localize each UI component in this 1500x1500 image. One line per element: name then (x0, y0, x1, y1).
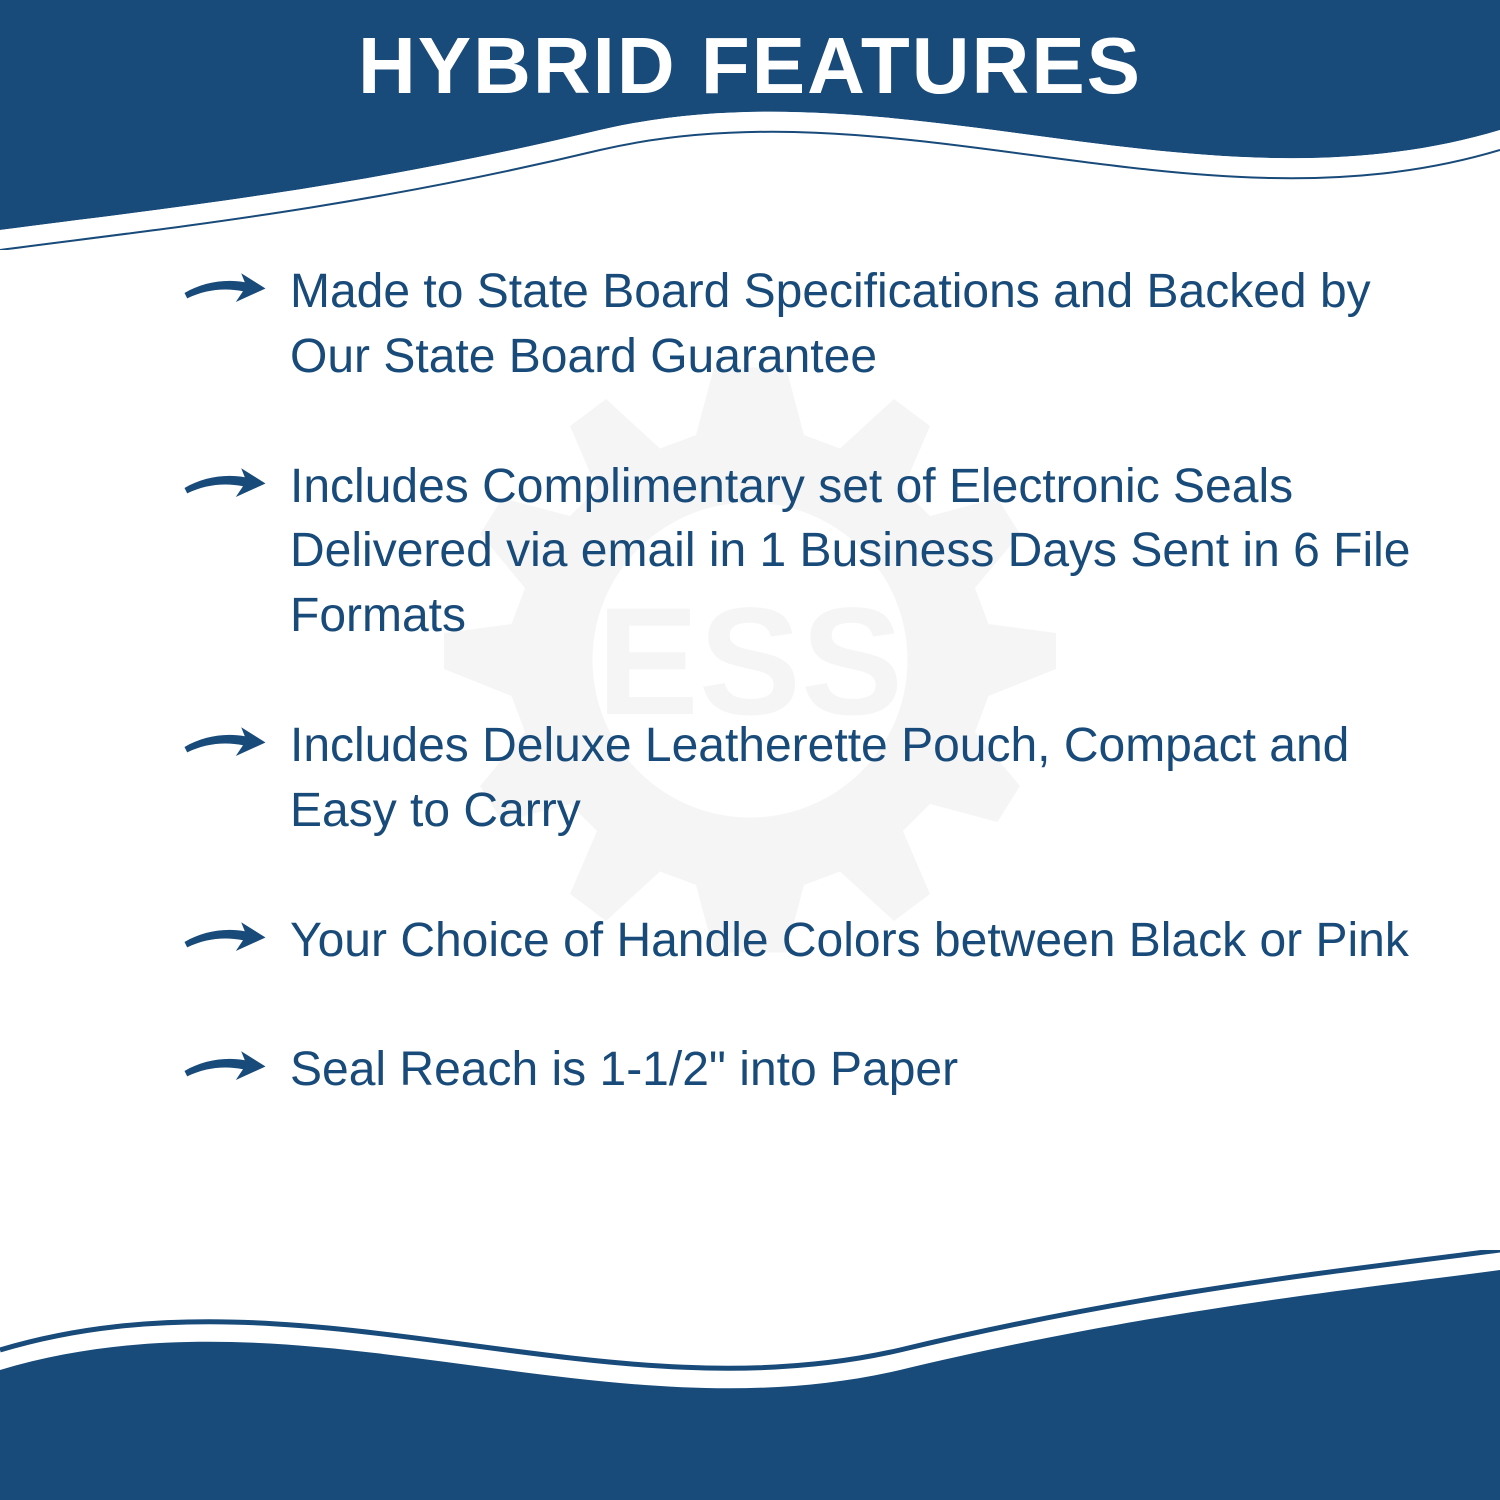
feature-text: Seal Reach is 1-1/2" into Paper (270, 1038, 1440, 1103)
arrow-right-icon (180, 1044, 270, 1089)
feature-item: Includes Complimentary set of Electronic… (180, 455, 1440, 649)
arrow-right-icon (180, 461, 270, 506)
feature-text: Includes Deluxe Leatherette Pouch, Compa… (270, 714, 1440, 844)
feature-item: Made to State Board Specifications and B… (180, 260, 1440, 390)
arrow-right-icon (180, 266, 270, 311)
page-title: HYBRID FEATURES (0, 20, 1500, 112)
feature-item: Your Choice of Handle Colors between Bla… (180, 909, 1440, 974)
feature-text: Includes Complimentary set of Electronic… (270, 455, 1440, 649)
feature-item: Includes Deluxe Leatherette Pouch, Compa… (180, 714, 1440, 844)
feature-text: Made to State Board Specifications and B… (270, 260, 1440, 390)
arrow-right-icon (180, 915, 270, 960)
feature-text: Your Choice of Handle Colors between Bla… (270, 909, 1440, 974)
footer-wave (0, 1250, 1500, 1500)
feature-item: Seal Reach is 1-1/2" into Paper (180, 1038, 1440, 1103)
arrow-right-icon (180, 720, 270, 765)
feature-list: Made to State Board Specifications and B… (180, 260, 1440, 1168)
